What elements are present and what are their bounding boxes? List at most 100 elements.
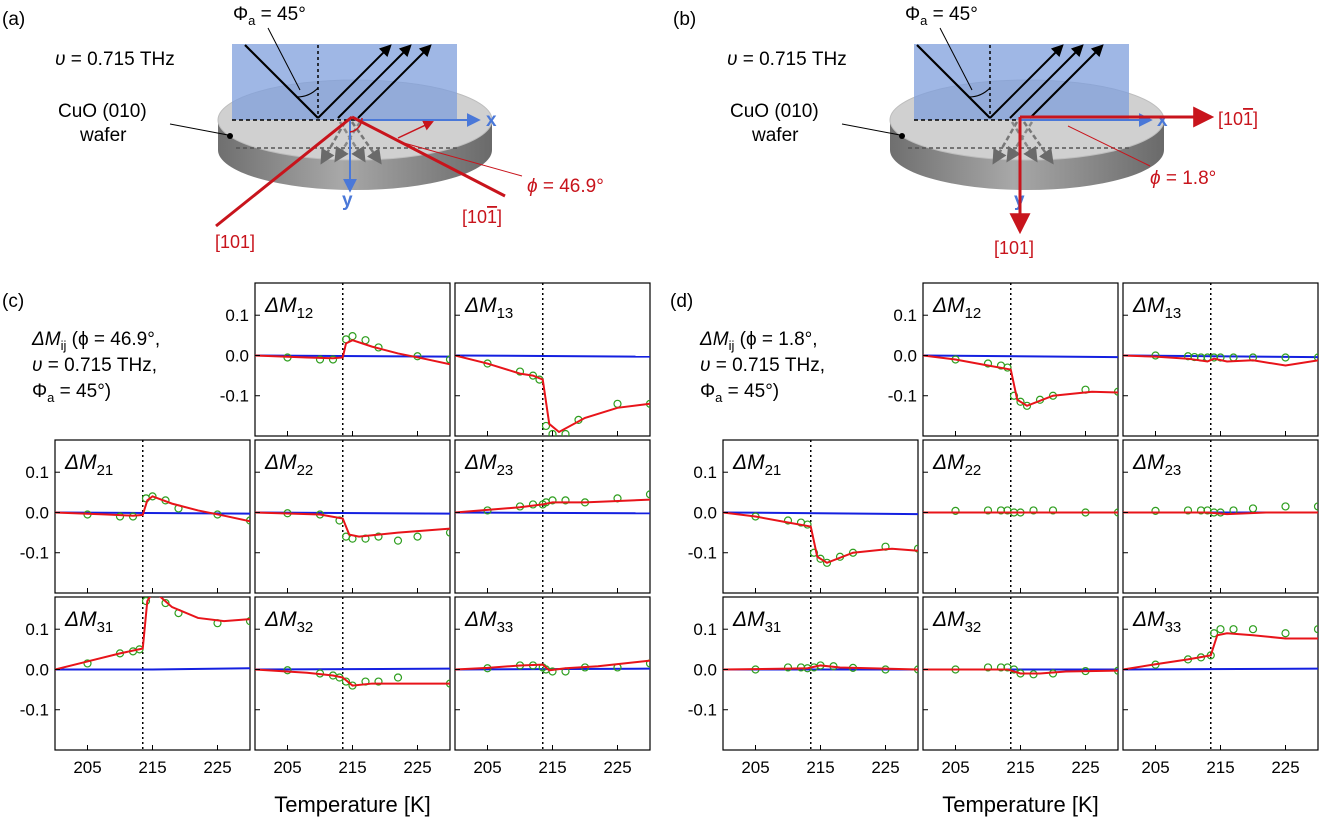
plot-area	[1123, 440, 1318, 593]
subplot-label: ΔM13	[464, 294, 513, 322]
wafer-label-line1: CuO (010)	[730, 101, 819, 122]
data-point	[983, 506, 993, 515]
series-line-fit	[255, 339, 450, 366]
transmitted-beam-2	[1022, 121, 1054, 165]
incidence-plane	[232, 44, 457, 120]
plot-area	[255, 283, 450, 436]
legend-line-3: Φa = 45°)	[32, 381, 111, 405]
data-point	[83, 659, 92, 668]
series-line-fit	[1123, 354, 1318, 367]
data-point	[822, 558, 832, 567]
plot-area	[255, 597, 450, 750]
subplot-33: ΔM33 205 215 225	[454, 596, 651, 777]
series-line-fit	[255, 668, 450, 687]
data-point	[1248, 625, 1258, 634]
crystal-axis-101	[215, 115, 353, 228]
frequency-label: υ = 0.715 THz	[55, 49, 175, 70]
subplot-label: ΔM22	[932, 451, 981, 479]
data-point	[783, 516, 793, 525]
data-point	[374, 532, 383, 541]
data-point	[1151, 506, 1160, 515]
data-point	[816, 554, 825, 563]
legend-line-3: Φa = 45°)	[700, 381, 779, 405]
x-tick-label: 215	[1006, 758, 1034, 777]
subplot-label: ΔM32	[264, 608, 313, 636]
frequency-label: υ = 0.715 THz	[727, 49, 847, 70]
plot-area	[455, 283, 650, 436]
subplot-13: ΔM13	[454, 282, 651, 437]
reflected-beam-2	[1009, 44, 1084, 119]
legend-line-1: ΔMij (ϕ = 46.9°,	[31, 329, 160, 353]
series-line-fit	[1123, 511, 1318, 516]
x-tick-label: 215	[1206, 758, 1234, 777]
subplot-label: ΔM31	[732, 608, 781, 636]
phi-label: ϕ = 46.9°	[527, 176, 604, 197]
reflected-beam-3	[357, 44, 432, 119]
angle-pointer	[939, 27, 973, 91]
dir-10-1-label: [101]	[462, 207, 502, 227]
series-line-fit	[723, 511, 918, 564]
series-line-fit	[455, 498, 650, 514]
data-point	[645, 659, 650, 668]
wafer-label-line2: wafer	[79, 125, 127, 146]
data-point	[1009, 391, 1019, 400]
y-tick-label: -0.1	[688, 701, 717, 720]
x-tick-label: 205	[741, 758, 769, 777]
y-tick-label: 0.0	[693, 660, 717, 679]
data-point	[245, 617, 250, 626]
series-line-reference	[455, 511, 650, 515]
data-point	[328, 355, 338, 364]
plot-area	[723, 440, 918, 593]
subplot-label: ΔM21	[64, 451, 113, 479]
plot-area	[923, 440, 1118, 593]
x-tick-label: 225	[1071, 758, 1099, 777]
data-point	[1281, 629, 1290, 638]
data-point	[1313, 353, 1318, 362]
x-tick-label: 215	[138, 758, 166, 777]
plot-area	[723, 597, 918, 750]
data-point	[1216, 625, 1225, 634]
x-axis-title: Temperature [K]	[942, 792, 1099, 817]
y-tick-label: -0.1	[688, 544, 717, 563]
data-point	[1229, 625, 1238, 634]
data-point	[374, 677, 383, 686]
subplot-label: ΔM13	[1132, 294, 1181, 322]
x-axis-label: x	[1157, 110, 1168, 131]
data-point	[541, 421, 551, 431]
data-point	[161, 598, 170, 608]
series-line-fit	[723, 664, 918, 671]
angle-pointer	[267, 27, 301, 91]
series-line-fit	[255, 511, 450, 538]
y-tick-label: 0.1	[693, 463, 717, 482]
data-point	[1313, 502, 1318, 511]
plot-area	[1123, 283, 1318, 436]
y-tick-label: 0.1	[25, 463, 49, 482]
subplot-23: ΔM23	[1122, 439, 1319, 594]
subplot-21: ΔM21 0.1 0.0 -0.1	[688, 439, 919, 594]
data-point	[645, 490, 650, 499]
series-line-fit	[55, 495, 250, 523]
subplot-label: ΔM22	[264, 451, 313, 479]
x-axis-title: Temperature [K]	[274, 792, 431, 817]
wafer-pointer-dot	[227, 133, 233, 139]
y-tick-label: 0.0	[25, 503, 49, 522]
y-axis-label: y	[342, 190, 353, 211]
series-line-fit	[455, 354, 650, 434]
schematic-a: (a) x y [101] [101] ϕ = 46.9°	[2, 4, 604, 252]
data-point	[561, 496, 570, 505]
series-line-fit	[1123, 632, 1318, 671]
y-tick-label: 0.1	[693, 620, 717, 639]
wafer-pointer	[841, 123, 901, 136]
series-line-fit	[923, 354, 1118, 407]
reflected-beam-1	[317, 44, 392, 119]
crystal-axis-10-1	[351, 115, 506, 198]
y-tick-label: 0.1	[225, 306, 249, 325]
x-tick-label: 215	[538, 758, 566, 777]
dir-10-1-label: [101]	[1218, 109, 1258, 129]
chart-group-d: (d) ΔMij (ϕ = 1.8°,υ = 0.715 THz, Φa = 45°…	[670, 282, 1319, 817]
subplot-31: ΔM31 0.1 0.0 -0.1 205 215 225	[688, 596, 919, 777]
data-point	[1151, 351, 1160, 360]
data-point	[393, 673, 403, 682]
data-point	[148, 492, 157, 501]
plot-area	[255, 440, 450, 593]
